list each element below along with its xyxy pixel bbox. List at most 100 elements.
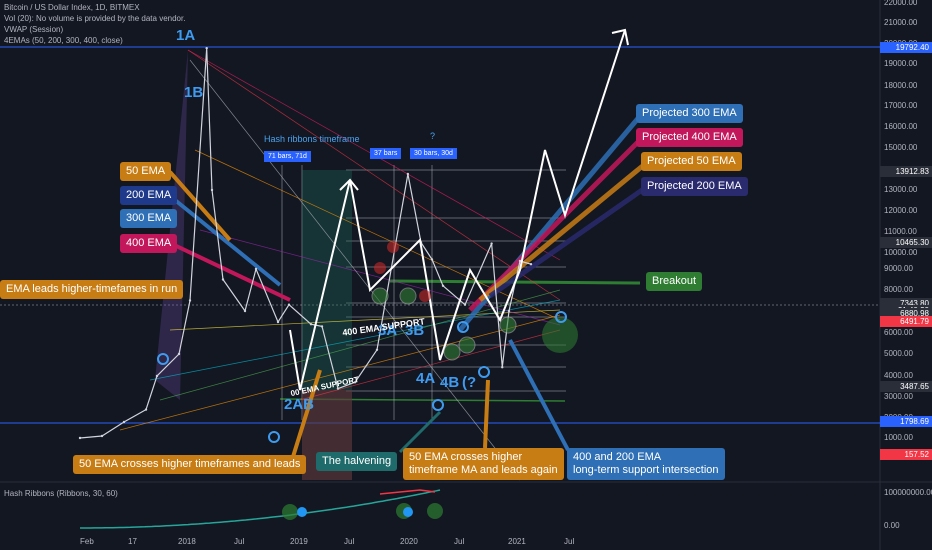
ribbon-axis-top: 100000000.00 [884,488,932,497]
price-point [529,263,533,266]
price-badge: 6880.98 [880,307,932,319]
y-tick-label: 11000.00 [884,227,917,236]
support-line-green [279,398,566,402]
crosses-pointer [290,369,322,461]
y-tick-label: 3000.00 [884,392,913,401]
ema-leads-label: EMA leads higher-timefames in run [0,280,184,299]
location-pin-icon [157,353,169,365]
y-tick-label: 6000.00 [884,328,913,337]
sell-circle [419,290,431,302]
price-point [287,303,291,306]
signal-circle [499,316,517,334]
price-point [490,242,493,245]
question-mark: ? [430,131,436,141]
support-line1: 400 and 200 EMA [573,451,662,463]
location-pin-icon [268,431,280,443]
hash-ribbons-title: Hash ribbons timeframe [264,134,360,144]
projected-200-label: Projected 200 EMA [641,177,748,196]
trend-line [189,59,521,481]
ribbon-signal-circle [427,503,443,519]
wave-4b: 4B [440,374,460,391]
price-point [221,278,225,281]
price-point [501,366,504,369]
ema50-label: 50 EMA [120,162,172,181]
crosses-again-line1: 50 EMA crosses higher [409,451,523,463]
x-tick-label: Jul [564,537,575,546]
trend-line [119,314,561,431]
x-tick-label: Feb [80,537,94,546]
timeframe-37: 37 bars [370,148,402,159]
price-point [177,352,181,356]
timeframe-71: 71 bars, 71d [264,151,311,162]
y-tick-label: 5000.00 [884,349,913,358]
price-point [353,381,357,384]
crosses-again-label: 50 EMA crosses higher timeframe MA and l… [403,448,564,480]
support-intersection-label: 400 and 200 EMA long-term support inters… [567,448,725,480]
price-badge: 3487.65 [880,380,932,392]
legend-title: Bitcoin / US Dollar Index, 1D, BITMEX [4,3,140,12]
ema300-label: 300 EMA [120,209,178,228]
y-tick-label: 8000.00 [884,285,913,294]
ema400-label: 400 EMA [120,234,178,253]
price-point [309,323,313,326]
price-point [188,299,192,302]
y-tick-label: 19000.00 [884,59,918,68]
chart-legend: Bitcoin / US Dollar Index, 1D, BITMEX Vo… [4,2,185,46]
ema200-label: 200 EMA [120,186,178,205]
support-intersection-circle [542,317,578,353]
hash-ribbons-legend: Hash Ribbons (Ribbons, 30, 60) [4,489,118,498]
x-tick-label: 2021 [508,537,526,546]
price-point [518,259,522,263]
trend-line [199,229,561,326]
x-tick-label: 17 [128,537,137,546]
price-point [254,267,258,271]
wave-4a: 4A [416,370,436,387]
projected-300-label: Projected 300 EMA [636,104,743,123]
ema300-pointer [168,194,282,287]
price-point [320,325,324,328]
support-pointer [508,339,570,451]
wave-3b: 3B [405,322,425,339]
price-point [463,303,467,306]
x-tick-label: Jul [234,537,245,546]
price-badge: 10465.30 [880,237,932,249]
x-tick-label: 2018 [178,537,196,546]
price-series [78,46,533,440]
support-line2: long-term support intersection [573,464,719,476]
y-tick-label: 9000.00 [884,264,913,273]
price-point [375,348,379,351]
halvening-label: The halvening [316,452,398,471]
price-point [276,320,280,324]
ema50-pointer [168,170,232,242]
wave-1a: 1A [176,27,196,44]
y-tick-label: 15000.00 [884,143,918,152]
legend-emas: 4EMAs (50, 200, 300, 400, close) [4,36,123,45]
trend-line [149,299,561,381]
price-point [100,434,104,438]
y-tick-label: 22000.00 [884,0,918,7]
breakout-label: Breakout [646,272,703,291]
ema400-pointer [169,241,291,302]
price-point [210,188,214,192]
ribbon-axis-bottom: 0.00 [884,521,900,530]
hash-ribbon-pane [80,489,443,529]
y-tick-label: 12000.00 [884,206,918,215]
trend-line [187,49,561,301]
price-point [78,436,82,440]
price-point [430,258,434,261]
x-tick-label: 2019 [290,537,308,546]
projection-path [289,29,626,391]
projected-ema-line [478,162,647,302]
price-point [243,309,247,313]
price-badge: 6491.79 [880,316,932,328]
sell-circle [374,262,386,274]
location-pin-icon [457,321,469,333]
wave-1b: 1B [184,84,204,101]
ribbon-buy-dot [403,507,413,517]
hash-ribbon-line [80,489,441,529]
price-badge: 19792.40 [880,42,932,54]
price-point [205,46,208,50]
wave-5: (? [462,374,477,391]
wave-2ab: 2AB [284,396,315,413]
timeframe-30: 30 bars, 30d [410,148,457,159]
